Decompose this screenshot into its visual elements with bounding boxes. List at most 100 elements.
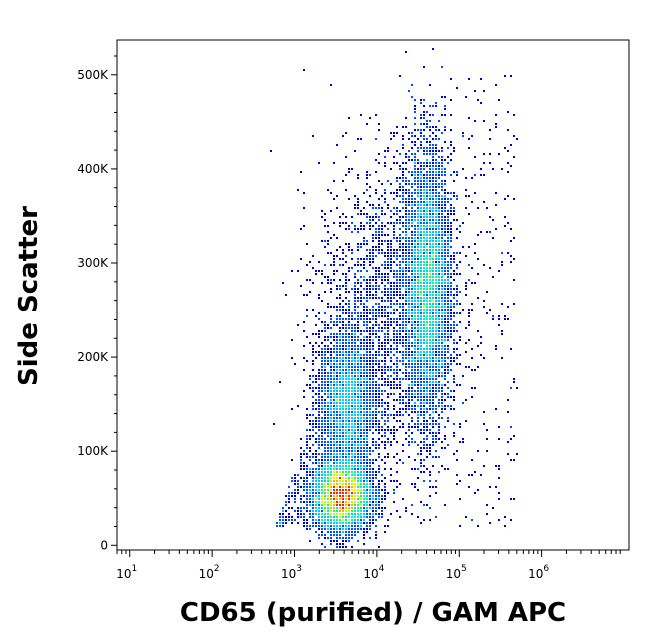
event-dot xyxy=(402,276,404,278)
event-dot xyxy=(405,255,407,257)
event-dot xyxy=(435,333,437,335)
event-dot xyxy=(441,246,443,248)
event-dot xyxy=(369,453,371,455)
event-dot xyxy=(441,207,443,209)
event-dot xyxy=(336,444,338,446)
event-dot xyxy=(291,522,293,524)
event-dot xyxy=(360,453,362,455)
event-dot xyxy=(429,183,431,185)
event-dot xyxy=(294,477,296,479)
event-dot xyxy=(327,513,329,515)
event-dot xyxy=(378,231,380,233)
event-dot xyxy=(396,414,398,416)
x-tick-base: 10 xyxy=(363,567,378,581)
event-dot xyxy=(426,447,428,449)
event-dot xyxy=(360,432,362,434)
event-dot xyxy=(420,180,422,182)
event-dot xyxy=(420,171,422,173)
event-dot xyxy=(369,195,371,197)
event-dot xyxy=(372,204,374,206)
event-dot xyxy=(387,327,389,329)
event-dot xyxy=(438,336,440,338)
event-dot xyxy=(423,324,425,326)
event-dot xyxy=(354,285,356,287)
event-dot xyxy=(438,177,440,179)
event-dot xyxy=(405,279,407,281)
event-dot xyxy=(411,192,413,194)
event-dot xyxy=(435,435,437,437)
event-dot xyxy=(342,489,344,491)
event-dot xyxy=(381,210,383,212)
event-dot xyxy=(432,321,434,323)
event-dot xyxy=(345,189,347,191)
event-dot xyxy=(321,363,323,365)
event-dot xyxy=(411,207,413,209)
event-dot xyxy=(405,291,407,293)
event-dot xyxy=(339,531,341,533)
event-dot xyxy=(402,198,404,200)
event-dot xyxy=(402,297,404,299)
event-dot xyxy=(390,468,392,470)
event-dot xyxy=(405,264,407,266)
event-dot xyxy=(351,267,353,269)
event-dot xyxy=(366,408,368,410)
event-dot xyxy=(441,417,443,419)
event-dot xyxy=(393,393,395,395)
event-dot xyxy=(492,219,494,221)
y-axis-title: Side Scatter xyxy=(14,206,44,386)
event-dot xyxy=(351,387,353,389)
event-dot xyxy=(423,348,425,350)
event-dot xyxy=(417,264,419,266)
event-dot xyxy=(303,330,305,332)
event-dot xyxy=(435,492,437,494)
event-dot xyxy=(429,321,431,323)
event-dot xyxy=(381,309,383,311)
event-dot xyxy=(312,510,314,512)
event-dot xyxy=(414,297,416,299)
event-dot xyxy=(420,252,422,254)
event-dot xyxy=(342,363,344,365)
event-dot xyxy=(414,378,416,380)
event-dot xyxy=(324,390,326,392)
event-dot xyxy=(459,363,461,365)
event-dot xyxy=(405,216,407,218)
event-dot xyxy=(408,354,410,356)
event-dot xyxy=(384,423,386,425)
event-dot xyxy=(381,372,383,374)
event-dot xyxy=(438,432,440,434)
event-dot xyxy=(345,309,347,311)
event-dot xyxy=(315,387,317,389)
event-dot xyxy=(420,267,422,269)
event-dot xyxy=(375,396,377,398)
event-dot xyxy=(357,510,359,512)
event-dot xyxy=(357,366,359,368)
event-dot xyxy=(465,177,467,179)
event-dot xyxy=(417,288,419,290)
event-dot xyxy=(372,309,374,311)
event-dot xyxy=(342,327,344,329)
event-dot xyxy=(444,195,446,197)
event-dot xyxy=(396,240,398,242)
event-dot xyxy=(429,255,431,257)
event-dot xyxy=(330,414,332,416)
x-tick-exponent: 1 xyxy=(132,564,138,574)
event-dot xyxy=(384,408,386,410)
event-dot xyxy=(459,252,461,254)
event-dot xyxy=(327,519,329,521)
event-dot xyxy=(336,354,338,356)
event-dot xyxy=(381,240,383,242)
event-dot xyxy=(384,312,386,314)
event-dot xyxy=(294,474,296,476)
event-dot xyxy=(450,231,452,233)
event-dot xyxy=(375,336,377,338)
event-dot xyxy=(381,366,383,368)
event-dot xyxy=(450,204,452,206)
event-dot xyxy=(429,471,431,473)
event-dot xyxy=(342,357,344,359)
event-dot xyxy=(345,513,347,515)
event-dot xyxy=(405,507,407,509)
event-dot xyxy=(378,423,380,425)
event-dot xyxy=(423,150,425,152)
event-dot xyxy=(363,477,365,479)
event-dot xyxy=(351,390,353,392)
